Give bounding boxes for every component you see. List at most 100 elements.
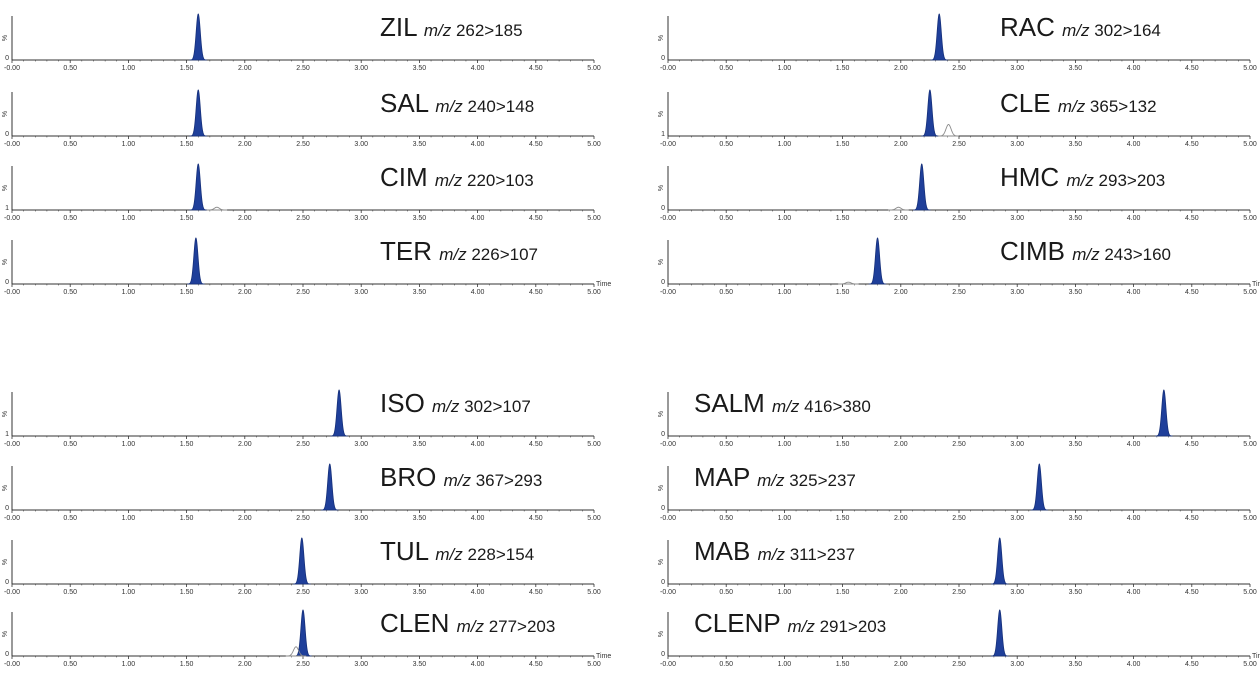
x-tick-label: 0.50 (719, 65, 733, 72)
y-axis-zero-label: 1 (5, 431, 9, 438)
x-tick-label: 4.50 (529, 289, 543, 296)
x-tick-label: 1.00 (778, 65, 792, 72)
y-axis-percent-label: % (2, 411, 9, 417)
x-tick-label: 5.00 (587, 661, 601, 668)
x-tick-label: 4.00 (471, 65, 485, 72)
x-tick-label: 4.00 (1127, 65, 1141, 72)
x-tick-label: 1.50 (180, 441, 194, 448)
x-tick-label: -0.00 (660, 215, 676, 222)
y-axis-zero-label: 0 (5, 279, 9, 286)
x-tick-label: 2.00 (894, 441, 908, 448)
chromatogram-panel-cle: % 1 -0.00 0.50 1.00 1.50 2.00 2.50 3.00 3.50 4.00 4… (658, 88, 1257, 148)
compound-label-clenp: CLENP m/z 291>203 (694, 608, 886, 638)
x-tick-label: 0.50 (63, 515, 77, 522)
x-tick-label: 2.00 (894, 589, 908, 596)
x-tick-label: 4.00 (1127, 289, 1141, 296)
y-axis-zero-label: 0 (661, 651, 665, 658)
x-tick-label: 5.00 (587, 515, 601, 522)
x-tick-label: 3.00 (354, 65, 368, 72)
x-tick-label: 4.50 (1185, 441, 1199, 448)
x-tick-label: 4.50 (1185, 65, 1199, 72)
x-tick-label: 0.50 (719, 515, 733, 522)
x-tick-label: 4.00 (471, 141, 485, 148)
x-tick-label: 1.00 (122, 215, 136, 222)
x-tick-label: 1.50 (836, 289, 850, 296)
x-tick-label: 3.50 (1069, 289, 1083, 296)
x-tick-label: 3.00 (354, 215, 368, 222)
chromatogram-peak-mab (990, 537, 1009, 585)
y-axis-percent-label: % (658, 111, 665, 117)
x-tick-label: 1.00 (778, 289, 792, 296)
y-axis-percent-label: % (2, 35, 9, 41)
x-tick-label: 0.50 (63, 215, 77, 222)
x-tick-label: 1.50 (180, 589, 194, 596)
chromatogram-panel-clen: % 0 -0.00 0.50 1.00 1.50 2.00 2.50 3.00 3.50 4.00 4… (2, 608, 611, 668)
chromatogram-panel-map: % 0 -0.00 0.50 1.00 1.50 2.00 2.50 3.00 3.50 4.00 4… (658, 462, 1257, 522)
x-tick-label: 1.50 (836, 215, 850, 222)
time-axis-label: Time (1252, 653, 1260, 660)
x-tick-label: 4.50 (529, 441, 543, 448)
x-tick-label: 2.00 (238, 661, 252, 668)
x-tick-label: 3.00 (1010, 289, 1024, 296)
x-tick-label: 2.00 (894, 289, 908, 296)
x-tick-label: 3.50 (413, 289, 427, 296)
x-tick-label: 1.00 (778, 589, 792, 596)
chromatogram-panel-salm: % 0 -0.00 0.50 1.00 1.50 2.00 2.50 3.00 3.50 4.00 4… (658, 388, 1257, 448)
chromatogram-panel-cim: % 1 -0.00 0.50 1.00 1.50 2.00 2.50 3.00 3.50 4.00 4… (2, 162, 601, 222)
chromatogram-peak-tul (293, 537, 311, 585)
x-tick-label: 4.00 (471, 215, 485, 222)
x-tick-label: 1.50 (180, 289, 194, 296)
x-tick-label: 2.50 (952, 661, 966, 668)
x-tick-label: 1.00 (122, 661, 136, 668)
y-axis-percent-label: % (2, 631, 9, 637)
x-tick-label: -0.00 (660, 289, 676, 296)
compound-label-mab: MAB m/z 311>237 (694, 536, 855, 566)
x-tick-label: 1.50 (180, 141, 194, 148)
x-tick-label: 1.50 (836, 661, 850, 668)
x-tick-label: 3.50 (1069, 215, 1083, 222)
x-tick-label: 4.00 (1127, 589, 1141, 596)
compound-label-ter: TER m/z 226>107 (380, 236, 538, 266)
x-tick-label: 0.50 (63, 441, 77, 448)
x-tick-label: 2.50 (952, 441, 966, 448)
x-tick-label: 0.50 (719, 141, 733, 148)
x-tick-label: 1.00 (778, 141, 792, 148)
x-tick-label: 2.00 (238, 441, 252, 448)
x-tick-label: 3.00 (1010, 141, 1024, 148)
y-axis-percent-label: % (2, 185, 9, 191)
x-tick-label: 1.50 (180, 215, 194, 222)
x-tick-label: -0.00 (4, 661, 20, 668)
x-tick-label: 4.00 (471, 589, 485, 596)
chromatogram-panel-mab: % 0 -0.00 0.50 1.00 1.50 2.00 2.50 3.00 3.50 4.00 4… (658, 536, 1257, 596)
y-axis-zero-label: 1 (5, 205, 9, 212)
x-tick-label: -0.00 (660, 589, 676, 596)
y-axis-percent-label: % (2, 559, 9, 565)
x-tick-label: 2.50 (952, 141, 966, 148)
chromatogram-panel-tul: % 0 -0.00 0.50 1.00 1.50 2.00 2.50 3.00 3.50 4.00 4… (2, 536, 601, 596)
x-tick-label: 4.50 (529, 589, 543, 596)
y-axis-percent-label: % (2, 259, 9, 265)
x-tick-label: 0.50 (63, 661, 77, 668)
x-tick-label: 1.50 (836, 515, 850, 522)
chromatogram-panel-ter: % 0 -0.00 0.50 1.00 1.50 2.00 2.50 3.00 3.50 4.00 4… (2, 236, 611, 296)
x-tick-label: 2.00 (894, 515, 908, 522)
x-tick-label: 2.50 (296, 661, 310, 668)
compound-label-rac: RAC m/z 302>164 (1000, 12, 1161, 42)
chromatogram-panel-iso: % 1 -0.00 0.50 1.00 1.50 2.00 2.50 3.00 3.50 4.00 4… (2, 388, 601, 448)
chromatogram-peak-map (1030, 463, 1049, 511)
x-tick-label: 3.50 (1069, 141, 1083, 148)
x-tick-label: 2.50 (296, 289, 310, 296)
x-tick-label: 1.00 (122, 589, 136, 596)
x-tick-label: 4.50 (529, 215, 543, 222)
chromatogram-panel-zil: % 0 -0.00 0.50 1.00 1.50 2.00 2.50 3.00 3.50 4.00 4… (2, 12, 601, 72)
x-tick-label: 3.00 (1010, 661, 1024, 668)
x-tick-label: 5.00 (1243, 661, 1257, 668)
compound-label-clen: CLEN m/z 277>203 (380, 608, 555, 638)
x-tick-label: 1.00 (122, 141, 136, 148)
x-tick-label: 4.00 (471, 661, 485, 668)
x-tick-label: 4.00 (1127, 215, 1141, 222)
x-tick-label: 5.00 (1243, 65, 1257, 72)
chromatogram-peak-clenp (990, 609, 1009, 657)
x-tick-label: 3.00 (1010, 589, 1024, 596)
